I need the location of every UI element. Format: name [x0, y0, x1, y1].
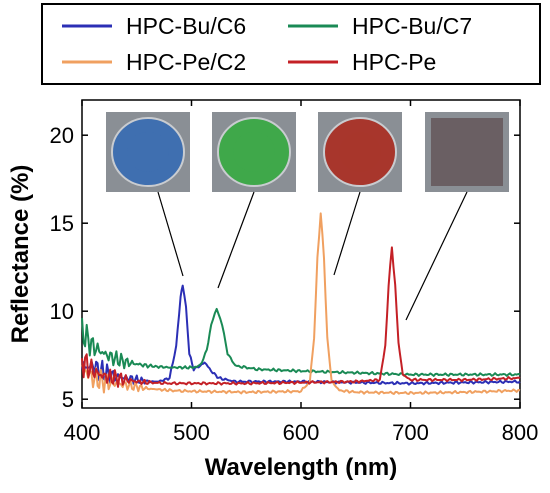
legend: HPC-Bu/C6 HPC-Bu/C7 HPC-Pe/C2 HPC-Pe [41, 3, 541, 85]
y-tick-label: 10 [50, 299, 74, 324]
y-tick-label: 15 [50, 211, 74, 236]
series-line-0 [81, 284, 521, 386]
axis-ticks: 400 500 600 700 800 5 10 15 20 [50, 100, 539, 445]
x-tick-label: 700 [392, 420, 429, 445]
legend-label-series-2: HPC-Pe/C2 [126, 49, 246, 75]
legend-label-series-1: HPC-Bu/C7 [352, 13, 472, 39]
x-tick-label: 800 [502, 420, 539, 445]
sample-photos [106, 112, 509, 321]
photo-pointer-line [217, 191, 255, 289]
legend-label-series-3: HPC-Pe [352, 49, 436, 75]
sample-photo-highlight [339, 132, 381, 172]
y-tick-label: 20 [50, 123, 74, 148]
photo-pointer-line [405, 191, 468, 321]
x-tick-label: 600 [283, 420, 320, 445]
sample-photo-highlight [233, 132, 275, 172]
legend-label-series-0: HPC-Bu/C6 [126, 13, 246, 39]
series-line-1 [81, 307, 521, 377]
x-tick-label: 400 [64, 420, 101, 445]
series-line-2 [81, 212, 521, 395]
y-axis-title: Reflectance (%) [7, 165, 34, 344]
x-tick-label: 500 [173, 420, 210, 445]
sample-photo-film [431, 118, 503, 186]
series-lines [81, 212, 521, 395]
sample-photo-highlight [127, 132, 169, 172]
photo-pointer-line [333, 191, 361, 276]
legend-box [41, 3, 541, 85]
photo-pointer-line [157, 191, 184, 277]
y-tick-label: 5 [62, 387, 74, 412]
series-line-3 [81, 246, 521, 388]
x-axis-title: Wavelength (nm) [205, 454, 397, 481]
